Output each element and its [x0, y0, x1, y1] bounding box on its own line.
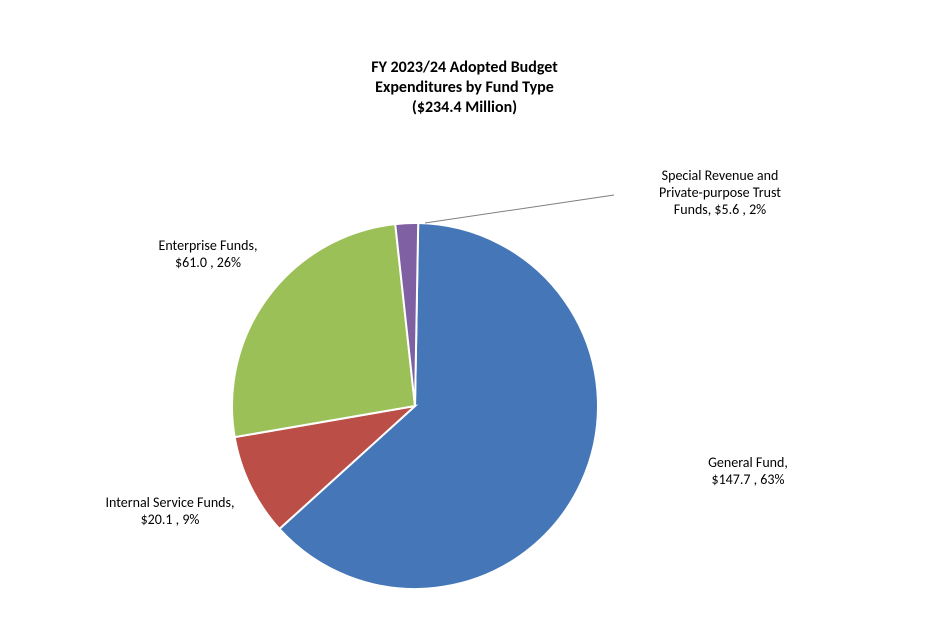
label-enterprise-line2: $61.0 , 26% [108, 255, 308, 272]
label-general: General Fund,$147.7 , 63% [648, 455, 848, 489]
label-special: Special Revenue andPrivate-purpose Trust… [605, 168, 835, 218]
label-special-line1: Special Revenue and [605, 168, 835, 185]
label-general-line1: General Fund, [648, 455, 848, 472]
label-enterprise-line1: Enterprise Funds, [108, 238, 308, 255]
label-general-line2: $147.7 , 63% [648, 472, 848, 489]
label-enterprise: Enterprise Funds,$61.0 , 26% [108, 238, 308, 272]
label-internal: Internal Service Funds,$20.1 , 9% [70, 495, 270, 529]
label-special-line3: Funds, $5.6 , 2% [605, 202, 835, 219]
leader-lines [0, 0, 929, 637]
label-internal-line1: Internal Service Funds, [70, 495, 270, 512]
leader-special [425, 195, 614, 223]
label-special-line2: Private-purpose Trust [605, 185, 835, 202]
label-internal-line2: $20.1 , 9% [70, 512, 270, 529]
